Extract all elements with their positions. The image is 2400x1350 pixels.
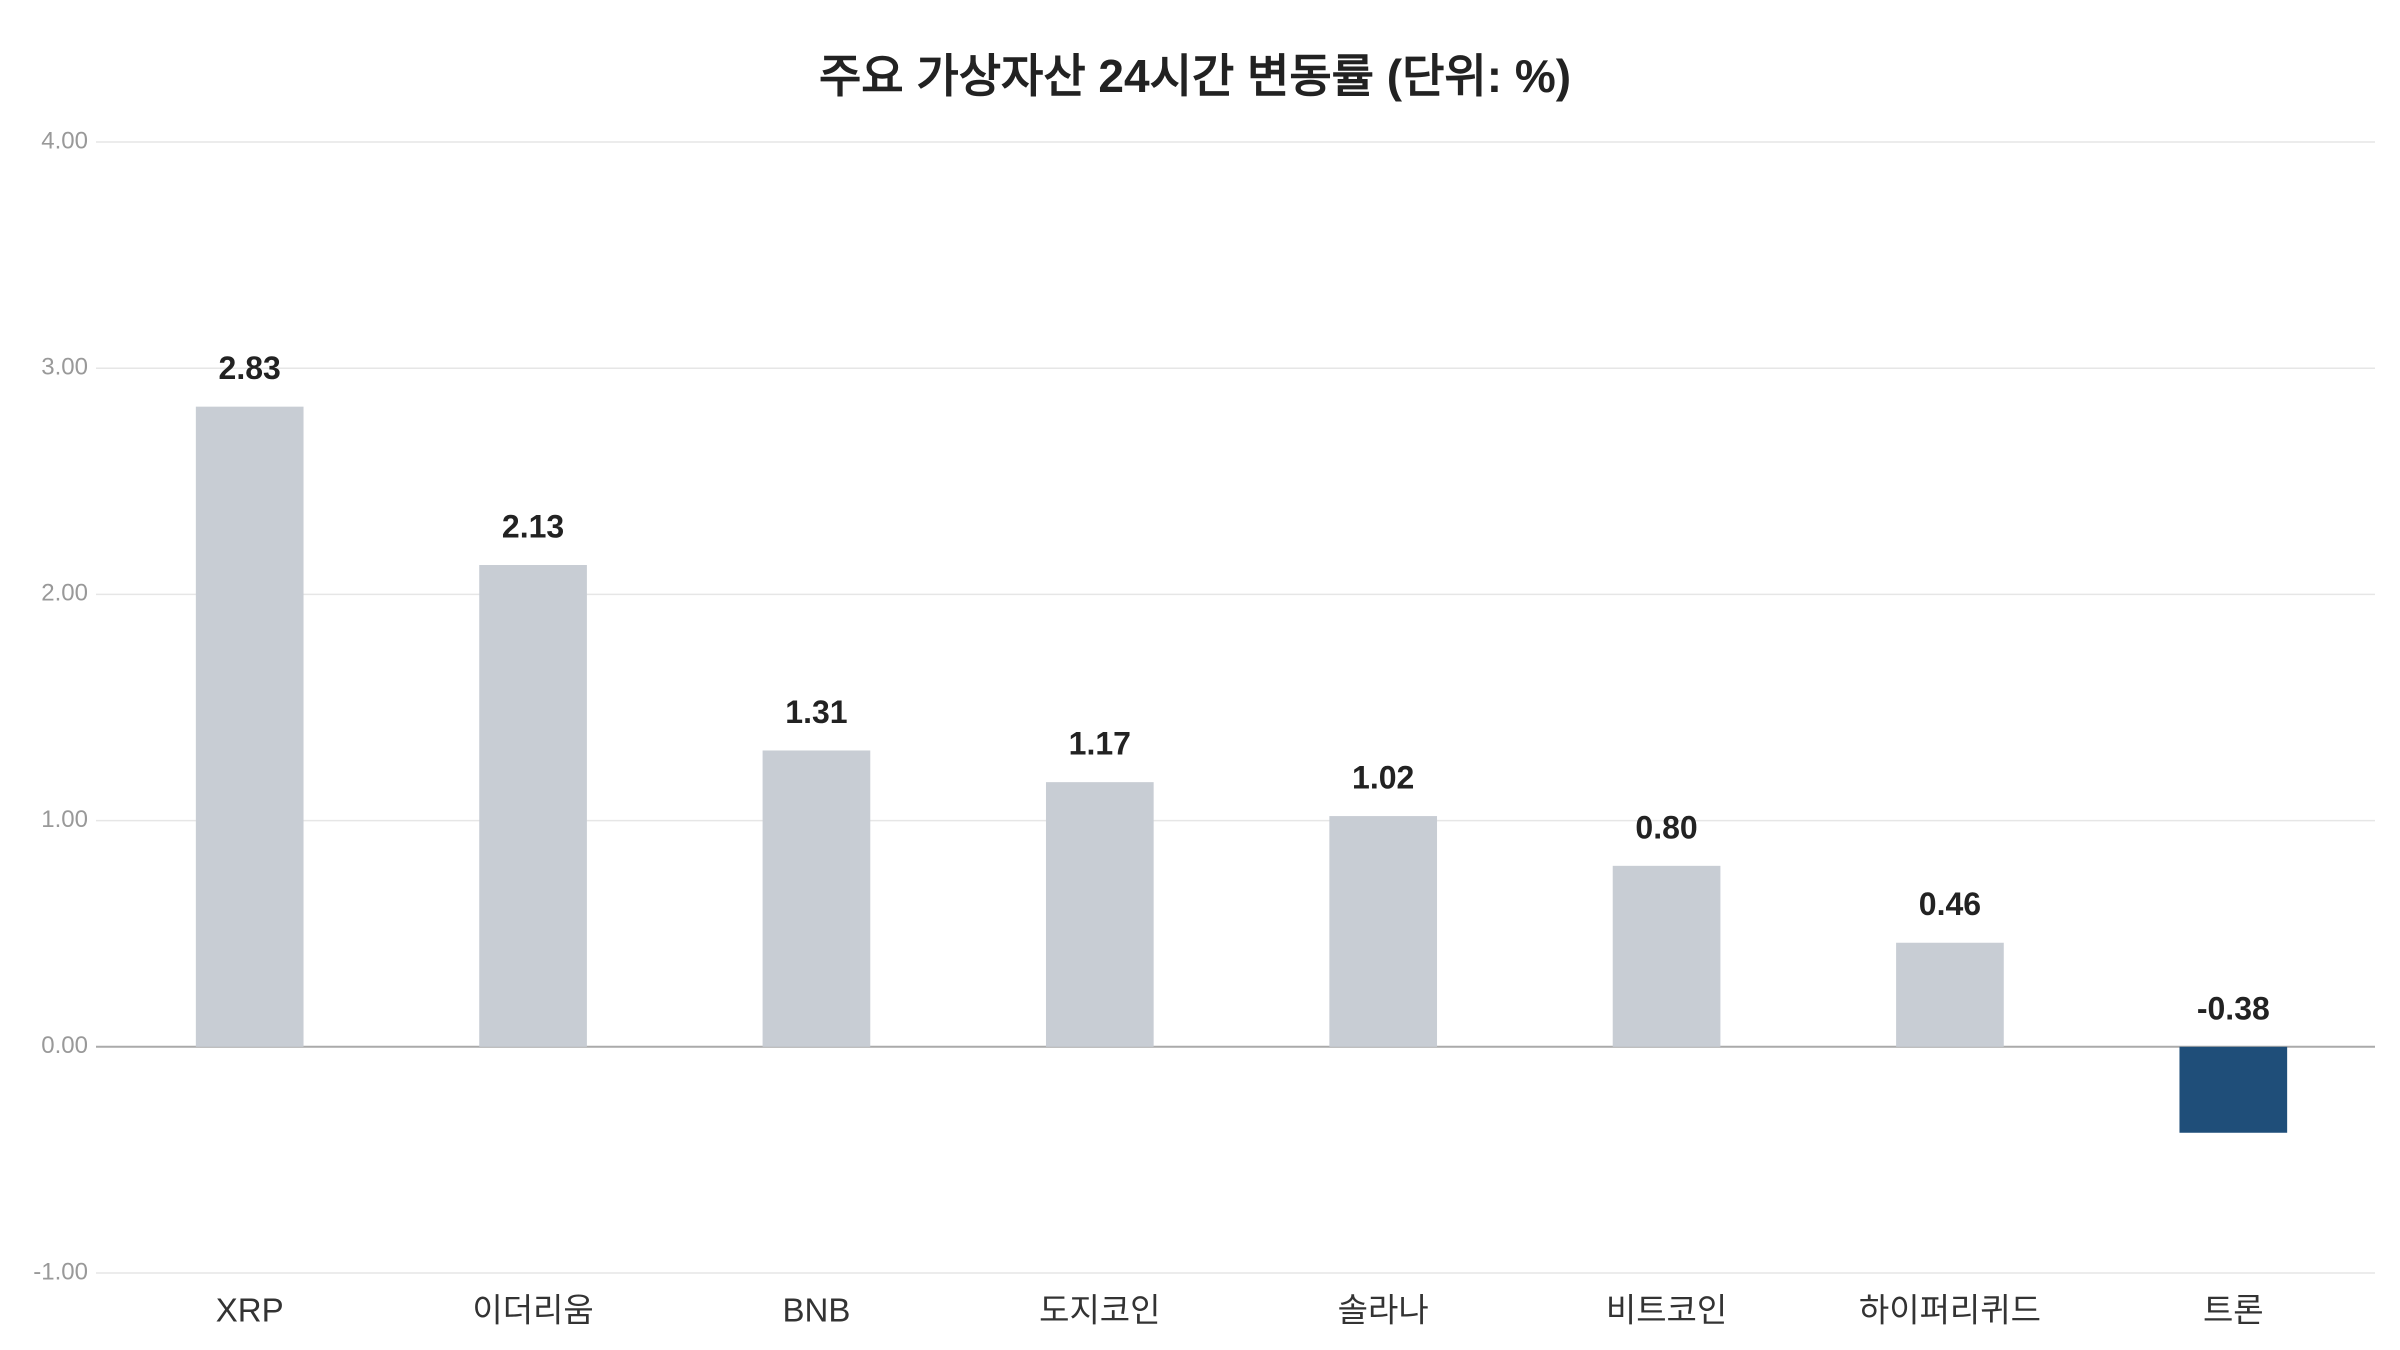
y-tick-label: 4.00 — [41, 127, 88, 154]
bar — [1612, 865, 1721, 1047]
y-tick-label: 3.00 — [41, 354, 88, 381]
chart-title: 주요 가상자산 24시간 변동률 (단위: %) — [819, 50, 1571, 102]
bar — [479, 564, 587, 1047]
bar — [1896, 942, 2004, 1047]
bar — [1045, 782, 1154, 1047]
value-label: 2.83 — [219, 350, 281, 386]
value-label: 0.46 — [1919, 886, 1981, 922]
bar — [2179, 1046, 2288, 1133]
bar — [195, 406, 304, 1047]
x-tick-label: 솔라나 — [1338, 1292, 1429, 1329]
value-label: -0.38 — [2197, 990, 2270, 1026]
bar — [1329, 816, 1438, 1047]
bar — [762, 750, 871, 1047]
x-tick-label: 비트코인 — [1606, 1292, 1727, 1329]
value-label: 0.80 — [1635, 809, 1697, 845]
x-tick-label: 하이퍼리퀴드 — [1859, 1292, 2041, 1329]
value-label: 1.02 — [1352, 760, 1414, 796]
y-tick-label: 1.00 — [41, 806, 88, 833]
x-tick-label: 트론 — [2203, 1292, 2264, 1329]
y-tick-label: -1.00 — [33, 1258, 88, 1285]
x-tick-label: BNB — [783, 1292, 851, 1329]
x-tick-label: 이더리움 — [472, 1292, 593, 1329]
y-tick-label: 0.00 — [41, 1032, 88, 1059]
x-tick-label: 도지코인 — [1039, 1292, 1160, 1329]
value-label: 1.17 — [1069, 726, 1131, 762]
y-tick-label: 2.00 — [41, 580, 88, 607]
x-tick-label: XRP — [216, 1292, 284, 1329]
value-label: 1.31 — [785, 694, 847, 730]
value-label: 2.13 — [502, 508, 564, 544]
